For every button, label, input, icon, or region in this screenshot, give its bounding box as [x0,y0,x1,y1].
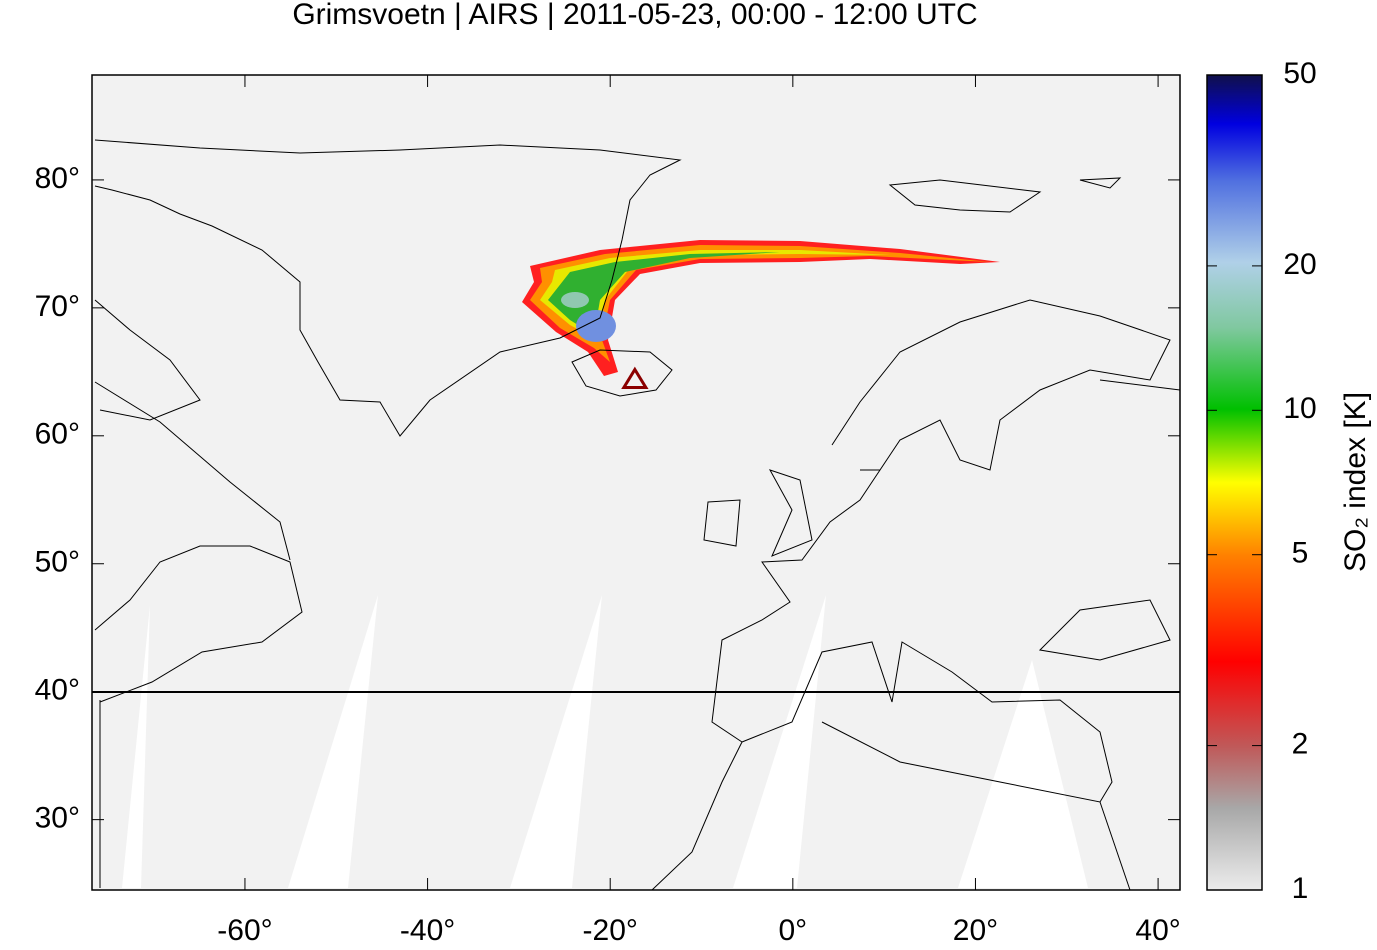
colorbar-tick-label: 5 [1292,537,1309,570]
colorbar-tick-label: 20 [1283,248,1316,281]
plot-frame [91,74,1181,891]
y-tick-label: 70° [35,290,80,323]
colorbar-tick-label: 2 [1292,728,1309,761]
swath-gaps [122,595,1088,888]
volcano-marker [621,366,649,390]
chart-title: Grimsvoetn | AIRS | 2011-05-23, 00:00 - … [292,0,977,31]
x-tick-label: -20° [583,914,638,947]
y-tick-label: 40° [35,674,80,707]
colorbar-tick-label: 10 [1283,392,1316,425]
x-tick-label: 40° [1135,914,1180,947]
colorbar-tick-label: 50 [1283,57,1316,90]
coastlines [94,139,1181,891]
colorbar [1206,74,1263,891]
colorbar-tick-label: 1 [1292,872,1309,905]
y-tick-label: 60° [35,418,80,451]
x-tick-label: -40° [400,914,455,947]
y-tick-label: 50° [35,546,80,579]
x-tick-label: -60° [217,914,272,947]
map [91,74,1181,891]
y-tick-label: 80° [35,162,80,195]
x-tick-label: 0° [778,914,807,947]
x-tick-label: 20° [953,914,998,947]
colorbar-label: SO₂ index [K] [1339,392,1372,572]
so2-plume [522,240,1000,376]
y-tick-label: 30° [35,802,80,835]
plot-area [92,75,1180,890]
